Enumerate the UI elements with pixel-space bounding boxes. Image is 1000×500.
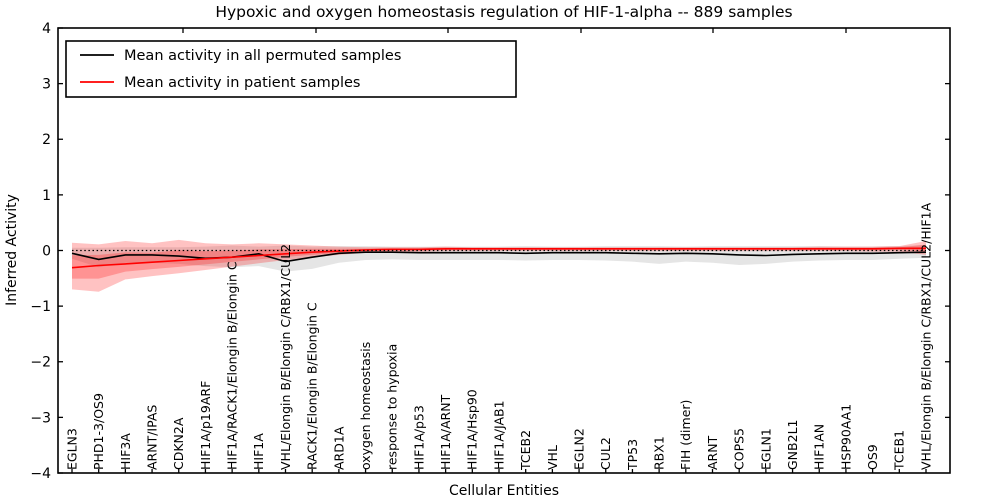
x-tick-label: OS9: [865, 444, 880, 470]
legend-box: [65, 40, 517, 98]
x-tick-labels: EGLN3 PHD1-3/OS9 HIF3A ARNT/IPAS CDKN2A HIF1A…: [64, 202, 933, 471]
y-tick-labels: −4 −3 −2 −1 0 1 2 3 4: [30, 21, 51, 482]
x-tick-label: oxygen homeostasis: [358, 342, 373, 470]
x-tick-label: EGLN3: [64, 428, 79, 470]
permuted-band: [72, 244, 926, 272]
chart-title: Hypoxic and oxygen homeostasis regulatio…: [215, 3, 792, 21]
x-tick-label: HIF1A/p19ARF: [198, 381, 213, 470]
y-tick-label: 2: [42, 132, 51, 148]
x-tick-label: response to hypoxia: [385, 344, 400, 470]
x-tick-label: HIF1A: [251, 433, 266, 470]
series-lines: [71, 247, 927, 269]
x-tick-label: GNB2L1: [785, 420, 800, 470]
patient-mean-line: [71, 247, 926, 269]
x-tick-label: HSP90AA1: [838, 404, 853, 470]
x-tick-label: FIH (dimer): [678, 400, 693, 470]
axis-ticks: [58, 27, 950, 474]
x-tick-label: HIF1A/p53: [411, 405, 426, 470]
x-tick-label: VHL: [545, 445, 560, 470]
x-tick-label: ARNT/IPAS: [144, 405, 159, 470]
x-tick-label: TP53: [625, 439, 640, 471]
y-tick-label: 3: [42, 77, 51, 93]
y-tick-label: −2: [30, 355, 51, 371]
legend-label-permuted: Mean activity in all permuted samples: [124, 48, 401, 64]
legend-label-patient: Mean activity in patient samples: [124, 75, 360, 91]
x-axis-label: Cellular Entities: [449, 483, 559, 499]
y-tick-label: −4: [30, 466, 51, 482]
x-tick-label: RBX1: [652, 436, 667, 470]
x-tick-label: VHL/Elongin B/Elongin C/RBX1/CUL2/HIF1A: [918, 202, 933, 470]
x-tick-label: ARD1A: [331, 426, 346, 470]
y-axis-label: Inferred Activity: [4, 194, 20, 306]
y-tick-label: −3: [30, 410, 51, 426]
x-tick-label: HIF3A: [118, 433, 133, 470]
x-tick-label: HIF1A/JAB1: [491, 400, 506, 470]
x-tick-label: ARNT: [705, 435, 720, 470]
x-tick-label: HIF1A/RACK1/Elongin B/Elongin C: [225, 261, 240, 470]
x-tick-label: TCEB1: [892, 430, 907, 471]
x-tick-label: RACK1/Elongin B/Elongin C: [305, 302, 320, 470]
patient-band-outer: [72, 239, 926, 292]
legend: Mean activity in all permuted samples Me…: [65, 40, 517, 98]
x-tick-label: EGLN1: [758, 428, 773, 470]
x-tick-label: EGLN2: [571, 428, 586, 470]
x-tick-label: TCEB2: [518, 430, 533, 471]
x-tick-label: CDKN2A: [171, 417, 186, 470]
x-tick-label: CUL2: [598, 437, 613, 470]
x-tick-label: HIF1A/ARNT: [438, 394, 453, 470]
x-tick-label: HIF1A/Hsp90: [465, 389, 480, 470]
confidence-bands: [72, 239, 926, 292]
x-tick-label: PHD1-3/OS9: [91, 393, 106, 470]
plot-border: [57, 27, 951, 474]
x-tick-label: COPS5: [732, 428, 747, 470]
y-tick-label: 0: [42, 243, 51, 259]
y-tick-label: 4: [42, 21, 51, 37]
x-tick-label: HIF1AN: [812, 424, 827, 470]
y-tick-label: −1: [30, 299, 51, 315]
y-tick-label: 1: [42, 188, 51, 204]
x-tick-label: VHL/Elongin B/Elongin C/RBX1/CUL2: [278, 244, 293, 470]
